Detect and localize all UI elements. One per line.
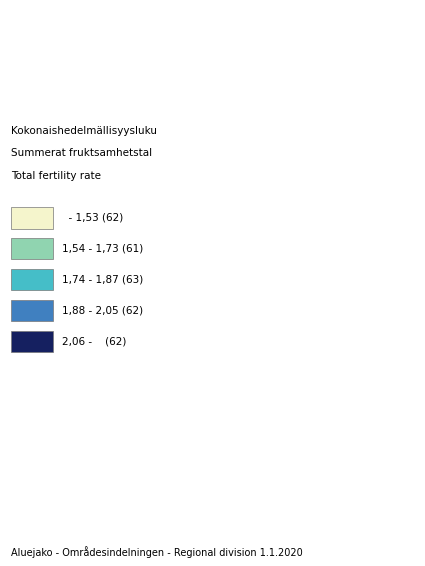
FancyBboxPatch shape (11, 207, 53, 229)
Text: Summerat fruktsamhetstal: Summerat fruktsamhetstal (11, 148, 152, 158)
Text: Aluejako - Områdesindelningen - Regional division 1.1.2020: Aluejako - Områdesindelningen - Regional… (11, 546, 303, 558)
Text: Total fertility rate: Total fertility rate (11, 171, 101, 181)
Text: 1,54 - 1,73 (61): 1,54 - 1,73 (61) (62, 244, 143, 254)
FancyBboxPatch shape (11, 238, 53, 259)
FancyBboxPatch shape (11, 331, 53, 352)
Text: 1,74 - 1,87 (63): 1,74 - 1,87 (63) (62, 275, 143, 285)
FancyBboxPatch shape (11, 269, 53, 290)
FancyBboxPatch shape (11, 300, 53, 321)
Text: 2,06 -    (62): 2,06 - (62) (62, 336, 126, 346)
Text: 1,88 - 2,05 (62): 1,88 - 2,05 (62) (62, 306, 143, 315)
Text: Kokonaishedelmällisyysluku: Kokonaishedelmällisyysluku (11, 126, 157, 136)
Text: - 1,53 (62): - 1,53 (62) (62, 213, 123, 223)
